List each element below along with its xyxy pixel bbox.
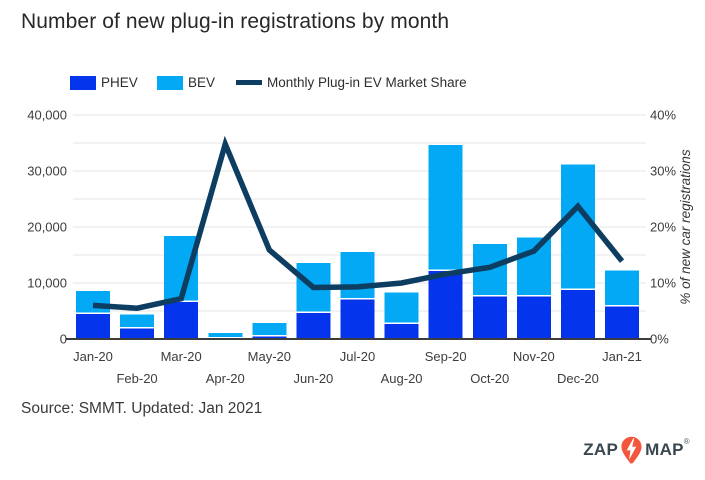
legend-label-phev: PHEV <box>101 75 138 90</box>
bar-phev-Jul-20 <box>340 298 375 339</box>
bar-phev-Feb-20 <box>120 327 155 339</box>
bar-phev-Mar-20 <box>164 301 199 339</box>
bar-stack-separator <box>472 295 507 297</box>
bar-stack-separator <box>605 305 639 307</box>
source-note: Source: SMMT. Updated: Jan 2021 <box>21 400 263 417</box>
y-axis-right-label: 0% <box>650 332 669 347</box>
lightning-pin-icon <box>621 436 642 464</box>
y-axis-right-label: 30% <box>650 164 676 179</box>
y-axis-right-label: 10% <box>650 276 676 291</box>
bar-bev-May-20 <box>252 322 287 336</box>
market-share-line <box>92 135 625 311</box>
x-axis-label-Jan-20: Jan-20 <box>73 349 113 364</box>
zapmap-logo: ZAP MAP ® <box>583 436 690 464</box>
y-axis-left-label: 40,000 <box>27 108 67 123</box>
bar-stack-separator <box>76 312 110 314</box>
bar-bev-Feb-20 <box>120 314 155 328</box>
bar-stack-separator <box>340 297 375 300</box>
x-axis-label-Jun-20: Jun-20 <box>294 371 334 386</box>
bar-bev-Apr-20 <box>208 332 243 338</box>
legend-swatch-bev <box>157 76 183 90</box>
y-axis-left-label: 30,000 <box>27 164 67 179</box>
bar-stack-separator <box>296 311 331 313</box>
legend-label-market-share: Monthly Plug-in EV Market Share <box>267 75 467 90</box>
y-axis-left-label: 20,000 <box>27 220 67 235</box>
bar-bev-Nov-20 <box>516 237 551 296</box>
y-axis-right-label: 20% <box>650 220 676 235</box>
legend-swatch-phev <box>70 76 96 90</box>
bar-phev-Jun-20 <box>296 312 331 339</box>
bar-bev-Dec-20 <box>560 164 595 290</box>
x-axis-label-Feb-20: Feb-20 <box>116 371 157 386</box>
x-axis-label-Mar-20: Mar-20 <box>161 349 202 364</box>
bar-bev-Aug-20 <box>384 292 419 324</box>
bar-phev-Nov-20 <box>516 295 551 339</box>
bar-stack-separator <box>428 269 463 271</box>
registered-mark: ® <box>683 437 690 446</box>
x-axis-label-Aug-20: Aug-20 <box>381 371 423 386</box>
x-axis-label-Nov-20: Nov-20 <box>513 349 555 364</box>
bar-phev-Aug-20 <box>384 323 419 339</box>
bar-stack-separator <box>384 322 419 325</box>
legend-swatch-market-share-line <box>236 80 262 85</box>
y-axis-left-label: 10,000 <box>27 276 67 291</box>
bar-phev-Jan-21 <box>605 305 639 339</box>
legend-label-bev: BEV <box>188 75 216 90</box>
logo-map-text: MAP <box>645 440 684 459</box>
bar-bev-Jan-20 <box>76 290 110 314</box>
y-axis-right-label: 40% <box>650 108 676 123</box>
bar-phev-Sep-20 <box>428 270 463 339</box>
bar-bev-Jan-21 <box>605 270 639 306</box>
bar-stack-separator <box>516 295 551 297</box>
logo-zap-text: ZAP <box>583 440 619 459</box>
right-axis-title: % of new car registrations <box>678 149 693 305</box>
bar-phev-Dec-20 <box>560 289 595 339</box>
bar-phev-Oct-20 <box>472 295 507 339</box>
x-axis-label-Apr-20: Apr-20 <box>206 371 245 386</box>
x-axis-label-Dec-20: Dec-20 <box>557 371 599 386</box>
bar-stack-separator <box>252 334 287 337</box>
x-axis-label-May-20: May-20 <box>248 349 291 364</box>
x-axis-label-Jan-21: Jan-21 <box>602 349 642 364</box>
bar-stack-separator <box>120 327 155 329</box>
bar-stack-separator <box>208 337 243 339</box>
x-axis-label-Sep-20: Sep-20 <box>425 349 467 364</box>
chart-title: Number of new plug-in registrations by m… <box>21 10 450 33</box>
bar-stack-separator <box>560 288 595 290</box>
bar-phev-Jan-20 <box>76 313 110 339</box>
x-axis-label-Oct-20: Oct-20 <box>470 371 509 386</box>
bar-phev-May-20 <box>252 335 287 339</box>
bar-bev-Jul-20 <box>340 252 375 299</box>
bar-bev-Sep-20 <box>428 145 463 271</box>
x-axis-label-Jul-20: Jul-20 <box>340 349 375 364</box>
y-axis-left-label: 0 <box>60 332 67 347</box>
